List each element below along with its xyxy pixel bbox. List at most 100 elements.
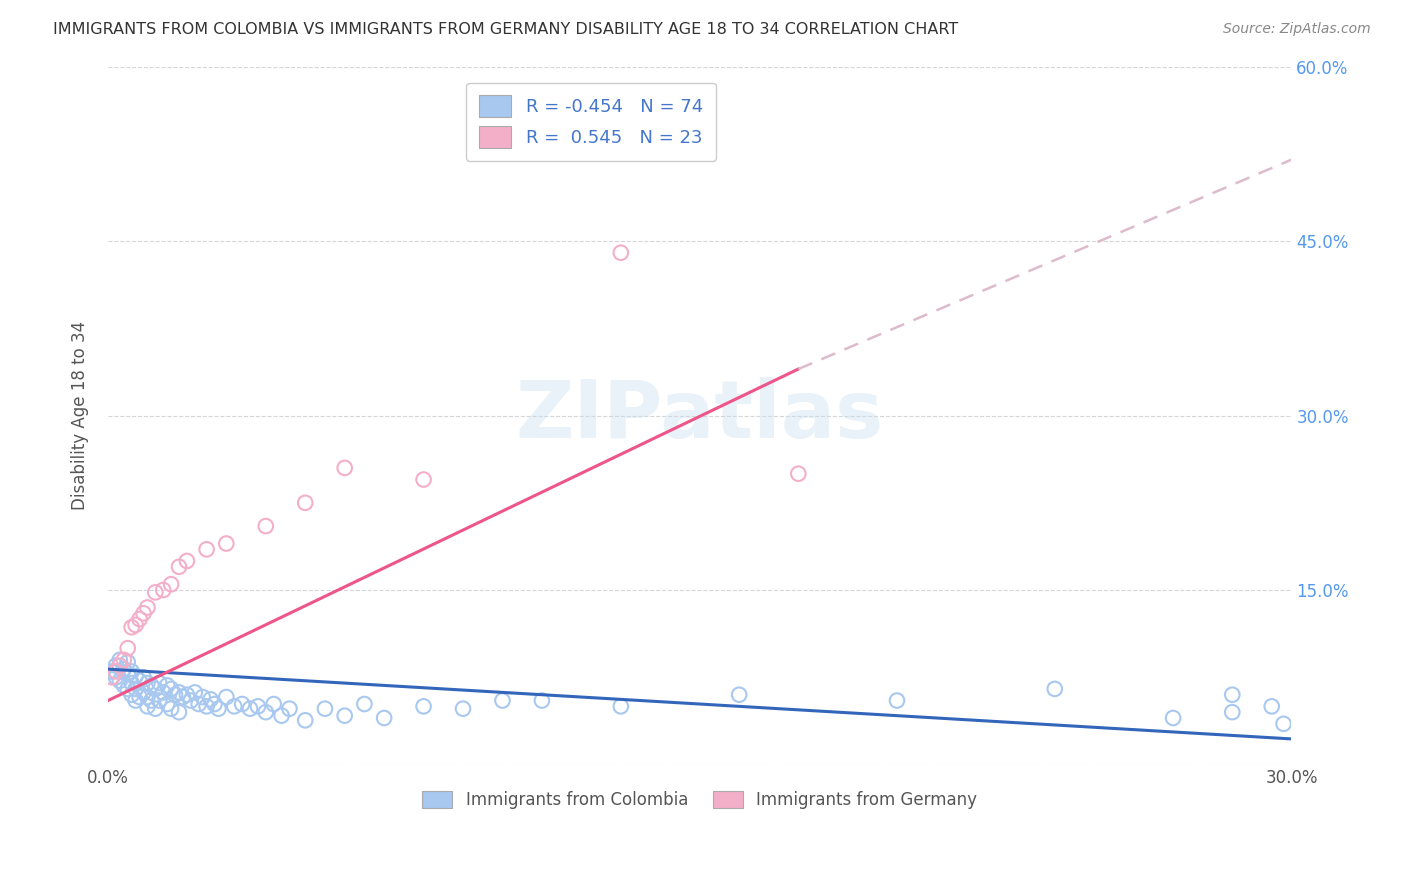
Point [187,697,209,711]
Point [136,600,159,615]
Point [176,688,198,702]
Point [108,658,131,673]
Point [108,653,131,667]
Text: Source: ZipAtlas.com: Source: ZipAtlas.com [1223,22,1371,37]
Point [121,620,143,634]
Point [101,665,124,679]
Point [215,690,238,704]
Point [1272,716,1295,731]
Point [141,678,163,692]
Point [117,655,139,669]
Point [172,690,194,704]
Point [1161,711,1184,725]
Point [152,685,174,699]
Point [610,245,633,260]
Point [270,708,292,723]
Point [254,519,277,533]
Point [207,701,229,715]
Point [112,653,135,667]
Point [195,699,218,714]
Point [160,701,183,715]
Point [124,681,146,696]
Point [191,690,214,704]
Point [180,693,202,707]
Point [1043,681,1066,696]
Point [333,461,356,475]
Point [886,693,908,707]
Point [124,618,146,632]
Point [104,658,127,673]
Point [1220,688,1243,702]
Point [231,697,253,711]
Point [278,701,301,715]
Point [121,665,143,679]
Text: IMMIGRANTS FROM COLOMBIA VS IMMIGRANTS FROM GERMANY DISABILITY AGE 18 TO 34 CORR: IMMIGRANTS FROM COLOMBIA VS IMMIGRANTS F… [53,22,959,37]
Point [160,577,183,591]
Point [263,697,285,711]
Point [108,673,131,688]
Point [124,669,146,683]
Point [141,693,163,707]
Point [610,699,633,714]
Point [314,701,336,715]
Point [165,688,187,702]
Point [167,685,190,699]
Point [136,690,159,704]
Point [215,536,238,550]
Point [104,670,127,684]
Point [239,701,262,715]
Point [117,641,139,656]
Point [787,467,810,481]
Point [148,676,170,690]
Point [128,612,150,626]
Point [132,670,155,684]
Point [104,665,127,679]
Point [112,678,135,692]
Point [412,699,434,714]
Legend: Immigrants from Colombia, Immigrants from Germany: Immigrants from Colombia, Immigrants fro… [416,784,984,815]
Point [294,496,316,510]
Point [117,666,139,681]
Point [254,705,277,719]
Point [333,708,356,723]
Point [136,676,159,690]
Point [1261,699,1284,714]
Point [176,554,198,568]
Point [143,701,166,715]
Point [143,585,166,599]
Point [412,473,434,487]
Point [132,607,155,621]
Point [160,681,183,696]
Point [128,690,150,704]
Point [451,701,474,715]
Point [121,688,143,702]
Point [246,699,269,714]
Point [143,681,166,696]
Point [728,688,751,702]
Point [152,582,174,597]
Point [128,673,150,688]
Point [112,662,135,676]
Point [101,670,124,684]
Point [224,699,246,714]
Point [124,693,146,707]
Point [117,681,139,696]
Point [530,693,553,707]
Point [132,685,155,699]
Point [167,705,190,719]
Point [156,697,179,711]
Point [121,676,143,690]
Text: ZIPatlas: ZIPatlas [516,376,884,455]
Y-axis label: Disability Age 18 to 34: Disability Age 18 to 34 [72,321,89,510]
Point [353,697,375,711]
Point [167,559,190,574]
Point [136,699,159,714]
Point [195,542,218,557]
Point [373,711,395,725]
Point [184,685,207,699]
Point [200,692,222,706]
Point [204,697,226,711]
Point [294,714,316,728]
Point [156,678,179,692]
Point [1220,705,1243,719]
